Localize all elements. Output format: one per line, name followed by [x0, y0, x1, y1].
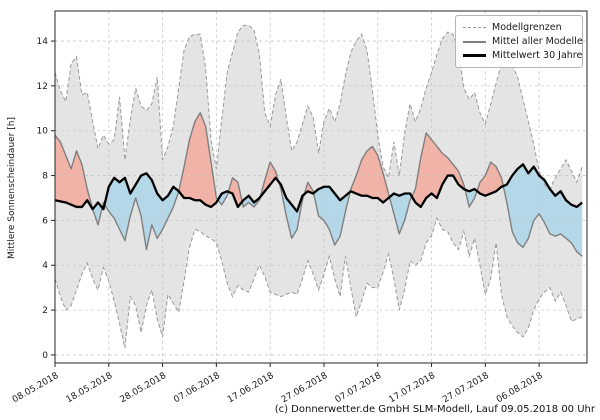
mean-30y-line: [54, 163, 583, 213]
model-bounds-upper-line: [54, 24, 583, 190]
y-tick-label: 2: [42, 306, 48, 316]
x-tick-label: 06.08.2018: [495, 371, 545, 406]
copyright-caption: (c) Donnerwetter.de GmbH SLM-Modell, Lau…: [274, 404, 595, 415]
x-tick-label: 27.07.2018: [441, 371, 491, 406]
plot-border: [54, 10, 588, 364]
dashed-line-sample-icon: [463, 27, 486, 28]
legend-item-mittelwert-30-jahre: Mittelwert 30 Jahre: [463, 49, 582, 62]
legend-item-modellgrenzen: Modellgrenzen: [463, 21, 576, 34]
model-range-band: [55, 25, 583, 349]
model-bounds-lower-line: [54, 216, 583, 349]
gray-line-sample-icon: [463, 40, 486, 43]
x-tick-label: 17.07.2018: [387, 371, 437, 406]
x-tick-label: 07.06.2018: [172, 371, 222, 406]
x-tick-label: 18.05.2018: [65, 371, 115, 406]
legend-item-mittel-aller-modelle: Mittel aller Modelle: [463, 35, 583, 48]
x-tick-label: 17.06.2018: [226, 371, 276, 406]
legend-label: Modellgrenzen: [492, 22, 562, 33]
above-normal-fill: [55, 112, 583, 212]
y-axis-label: Mittlere Sonnenscheindauer [h]: [7, 117, 17, 259]
legend-box: Modellgrenzen Mittel aller Modelle Mitte…: [455, 15, 583, 68]
y-tick-label: 12: [37, 82, 48, 92]
y-tick-label: 10: [37, 127, 49, 137]
y-tick-label: 8: [42, 172, 48, 182]
y-tick-label: 0: [42, 351, 48, 361]
legend-label: Mittelwert 30 Jahre: [492, 50, 583, 61]
x-tick-label: 07.07.2018: [334, 371, 384, 406]
legend-label: Mittel aller Modelle: [492, 36, 583, 47]
y-tick-label: 14: [37, 37, 49, 47]
x-tick-label: 27.06.2018: [280, 371, 330, 406]
black-line-sample-icon: [463, 54, 486, 57]
model-mean-line: [54, 112, 583, 257]
below-normal-fill: [55, 164, 583, 257]
y-tick-label: 4: [42, 261, 48, 271]
x-tick-label: 28.05.2018: [118, 371, 168, 406]
y-tick-label: 6: [42, 216, 48, 226]
x-tick-label: 08.05.2018: [11, 371, 61, 406]
